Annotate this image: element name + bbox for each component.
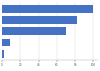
Bar: [2, 5, 93, 13]
Bar: [2, 50, 4, 58]
Bar: [2, 38, 10, 46]
Bar: [2, 27, 66, 35]
Bar: [2, 16, 77, 24]
